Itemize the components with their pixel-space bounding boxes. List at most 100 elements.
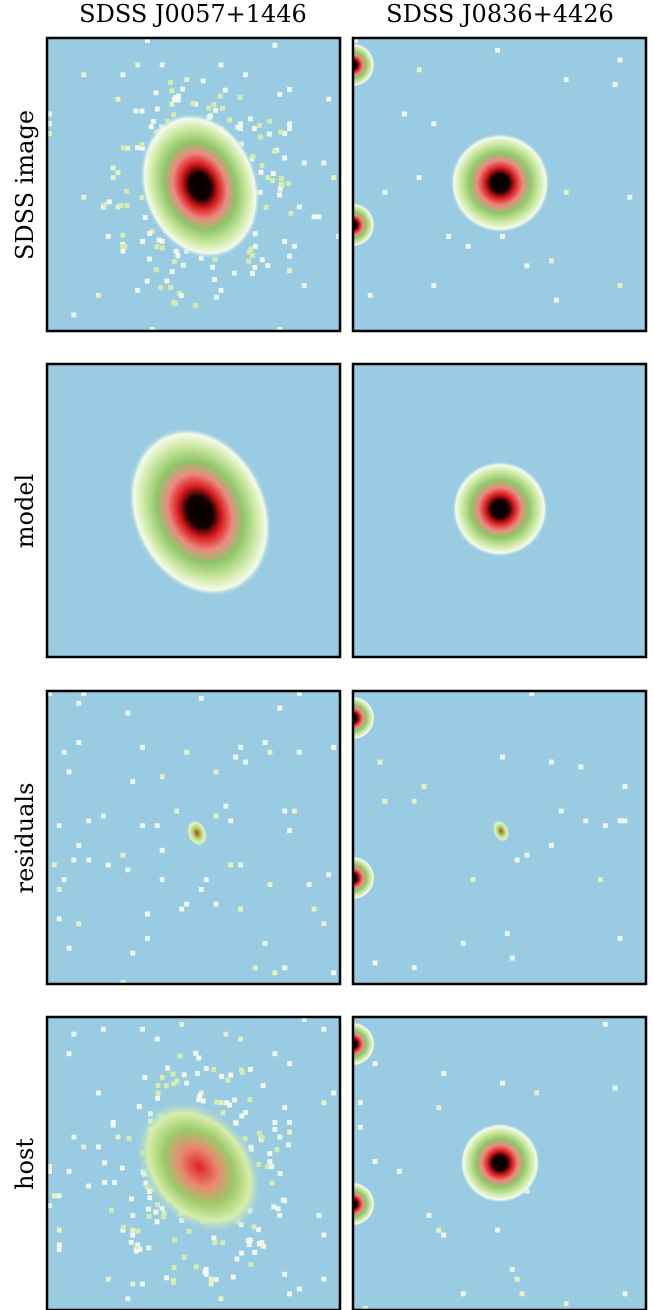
noise-pixel xyxy=(179,1022,184,1027)
halo-pixel xyxy=(111,1123,116,1128)
row-label: model xyxy=(11,474,39,548)
noise-pixel xyxy=(223,804,228,809)
halo-pixel xyxy=(151,119,156,124)
noise-pixel xyxy=(312,907,317,912)
halo-pixel xyxy=(276,1206,281,1211)
halo-pixel xyxy=(171,1081,176,1086)
noise-pixel xyxy=(145,912,150,917)
halo-pixel xyxy=(214,1277,219,1282)
noise-pixel xyxy=(228,818,233,823)
noise-pixel xyxy=(96,293,101,298)
noise-pixel xyxy=(436,1228,441,1233)
column-title: SDSS J0057+1446 xyxy=(79,0,307,28)
noise-pixel xyxy=(130,1228,135,1233)
noise-pixel xyxy=(549,259,554,264)
halo-pixel xyxy=(280,182,285,187)
noise-pixel xyxy=(368,293,373,298)
halo-pixel xyxy=(281,1198,286,1203)
noise-pixel xyxy=(57,823,62,828)
noise-pixel xyxy=(160,774,165,779)
noise-pixel xyxy=(373,1159,378,1164)
halo-pixel xyxy=(258,170,263,175)
noise-pixel xyxy=(238,1037,243,1042)
halo-pixel xyxy=(121,145,126,150)
halo-pixel xyxy=(156,1091,161,1096)
noise-pixel xyxy=(287,254,292,259)
noise-pixel xyxy=(111,165,116,170)
noise-pixel xyxy=(219,1100,224,1105)
noise-pixel xyxy=(402,112,407,117)
noise-pixel xyxy=(81,1144,86,1149)
halo-pixel xyxy=(223,88,228,93)
noise-pixel xyxy=(287,1130,292,1135)
halo-pixel xyxy=(225,1078,230,1083)
halo-pixel xyxy=(212,102,217,107)
halo-pixel xyxy=(239,1067,244,1072)
halo-pixel xyxy=(134,1249,139,1254)
noise-pixel xyxy=(86,1184,91,1189)
image-panel xyxy=(47,364,340,657)
halo-pixel xyxy=(170,269,175,274)
halo-pixel xyxy=(231,1275,236,1280)
halo-pixel xyxy=(278,130,283,135)
halo-pixel xyxy=(196,1055,201,1060)
noise-pixel xyxy=(297,1287,302,1292)
noise-pixel xyxy=(81,195,86,200)
noise-pixel xyxy=(263,740,268,745)
halo-pixel xyxy=(197,1093,202,1098)
noise-pixel xyxy=(57,1228,62,1233)
noise-pixel xyxy=(86,818,91,823)
halo-pixel xyxy=(120,244,125,249)
halo-pixel xyxy=(266,175,271,180)
noise-pixel xyxy=(72,1135,77,1140)
halo-pixel xyxy=(179,293,184,298)
noise-pixel xyxy=(76,843,81,848)
noise-pixel xyxy=(155,107,160,112)
halo-pixel xyxy=(146,1207,151,1212)
halo-pixel xyxy=(154,244,159,249)
halo-pixel xyxy=(250,271,255,276)
halo-pixel xyxy=(232,1098,237,1103)
noise-pixel xyxy=(62,877,67,882)
noise-pixel xyxy=(170,102,175,107)
noise-pixel xyxy=(358,1100,363,1105)
halo-pixel xyxy=(165,1066,170,1071)
noise-pixel xyxy=(130,1233,135,1238)
noise-pixel xyxy=(302,161,307,166)
noise-pixel xyxy=(135,63,140,68)
noise-pixel xyxy=(317,1213,322,1218)
halo-pixel xyxy=(182,1255,187,1260)
noise-pixel xyxy=(57,887,62,892)
noise-pixel xyxy=(466,244,471,249)
halo-pixel xyxy=(212,277,217,282)
source xyxy=(450,133,550,233)
noise-pixel xyxy=(209,1282,214,1287)
halo-pixel xyxy=(136,1229,141,1234)
noise-pixel xyxy=(431,121,436,126)
noise-pixel xyxy=(140,239,145,244)
halo-pixel xyxy=(172,1265,177,1270)
halo-pixel xyxy=(178,1054,183,1059)
noise-pixel xyxy=(373,1061,378,1066)
noise-pixel xyxy=(52,863,57,868)
noise-pixel xyxy=(238,863,243,868)
noise-pixel xyxy=(160,63,165,68)
noise-pixel xyxy=(125,867,130,872)
noise-pixel xyxy=(382,799,387,804)
halo-pixel xyxy=(224,1100,229,1105)
noise-pixel xyxy=(268,1159,273,1164)
noise-pixel xyxy=(116,97,121,102)
halo-pixel xyxy=(129,1240,134,1245)
noise-pixel xyxy=(412,965,417,970)
noise-pixel xyxy=(292,244,297,249)
halo-pixel xyxy=(124,189,129,194)
noise-pixel xyxy=(282,965,287,970)
halo-pixel xyxy=(251,154,256,159)
noise-pixel xyxy=(101,814,106,819)
noise-pixel xyxy=(253,965,258,970)
noise-pixel xyxy=(549,760,554,765)
noise-pixel xyxy=(441,1233,446,1238)
noise-pixel xyxy=(603,823,608,828)
noise-pixel xyxy=(510,1267,515,1272)
halo-pixel xyxy=(120,233,125,238)
